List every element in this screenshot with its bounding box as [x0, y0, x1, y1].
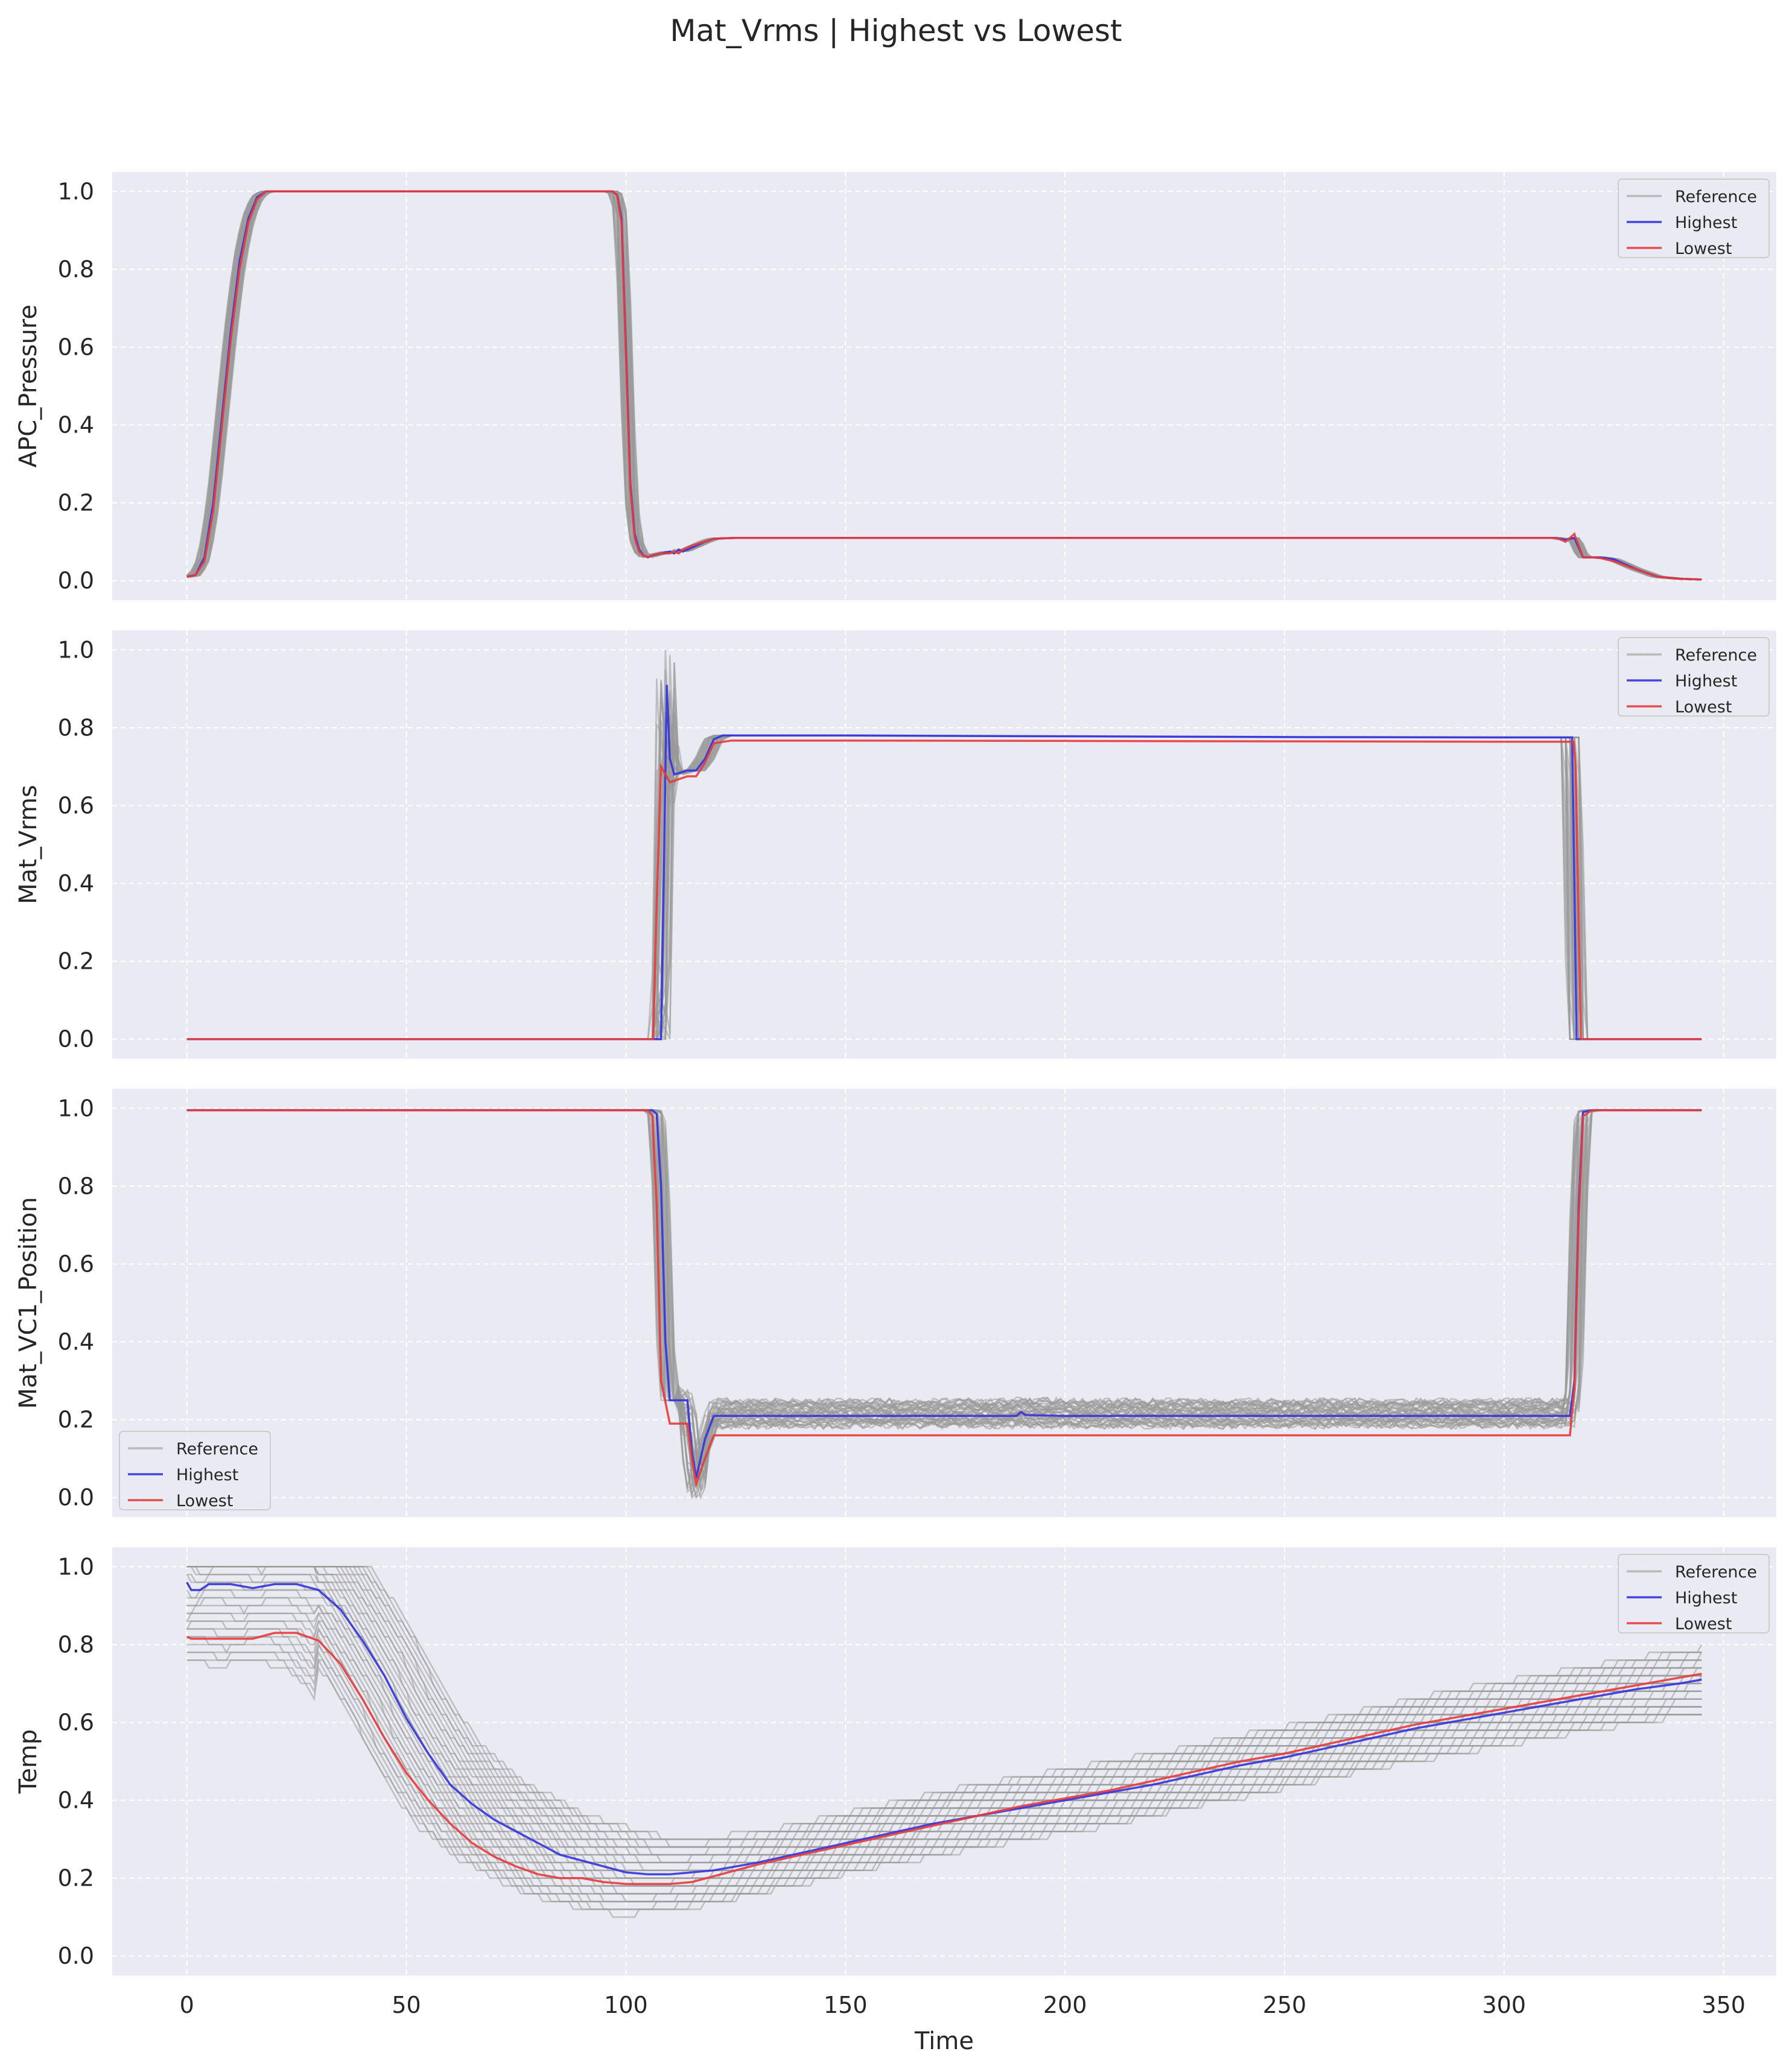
x-tick-label: 350: [1701, 1992, 1746, 2018]
series-lowest-line: [186, 1632, 1702, 1886]
legend-box: [1618, 179, 1770, 258]
legend-label-highest: Highest: [176, 1466, 238, 1484]
plot-area: [186, 1109, 1702, 1500]
panel-background: [112, 172, 1776, 600]
panel-background: [112, 1089, 1776, 1517]
y-tick-label: 0.6: [58, 1250, 94, 1277]
legend-label-highest: Highest: [1675, 672, 1737, 691]
x-axis-label: Time: [914, 2027, 974, 2055]
x-tick-label: 0: [180, 1992, 194, 2018]
legend-label-lowest: Lowest: [1675, 698, 1732, 717]
grid: [112, 1089, 1776, 1517]
reference-line: [186, 1566, 1703, 1840]
y-axis-label: Mat_VC1_Position: [14, 1197, 42, 1408]
legend: Reference Highest Lowest: [1618, 179, 1770, 258]
series-highest-line: [186, 685, 1702, 1041]
x-tick-label: 50: [392, 1992, 421, 2018]
legend-label-lowest: Lowest: [1675, 1615, 1732, 1633]
panel-3: 0.0 0.2 0.4 0.6 0.8 1.0 Mat_VC1_Position Refere…: [14, 1089, 1776, 1517]
y-tick-label: 0.4: [58, 412, 94, 439]
y-tick-label: 0.8: [58, 714, 94, 741]
x-tick-label: 300: [1482, 1992, 1527, 2018]
figure-title: Mat_Vrms | Highest vs Lowest: [670, 13, 1122, 48]
x-tick-label: 250: [1263, 1992, 1307, 2018]
y-tick-label: 0.2: [58, 1407, 94, 1433]
y-tick-label: 0.2: [58, 490, 94, 516]
y-tick-label: 1.0: [58, 178, 94, 204]
legend-box: [1618, 637, 1770, 717]
panel-4: 0.0 0.2 0.4 0.6 0.8 1.0 0 50 100 150 200 250 300 350 T…: [14, 1547, 1776, 2018]
legend-label-lowest: Lowest: [176, 1492, 233, 1510]
legend-label-reference: Reference: [1675, 1563, 1757, 1582]
legend-label-lowest: Lowest: [1675, 239, 1732, 258]
legend-label-highest: Highest: [1675, 1589, 1737, 1608]
reference-line: [186, 1566, 1702, 1856]
legend-box: [119, 1431, 271, 1510]
y-tick-label: 0.8: [58, 1631, 94, 1658]
plot-area: [186, 190, 1702, 581]
plot-area: [186, 1566, 1703, 1918]
y-tick-label: 0.4: [58, 870, 94, 897]
series-highest-line: [186, 1109, 1702, 1478]
x-tick-label: 150: [824, 1992, 868, 2018]
panel-background: [112, 630, 1776, 1059]
legend-label-highest: Highest: [1675, 214, 1737, 232]
y-tick-label: 0.6: [58, 334, 94, 360]
y-tick-label: 0.0: [58, 1484, 94, 1511]
y-tick-label: 0.4: [58, 1787, 94, 1814]
legend: Reference Highest Lowest: [1618, 1554, 1770, 1633]
panels: 0.0 0.2 0.4 0.6 0.8 1.0 APC_Pressure Reference H…: [14, 172, 1776, 2018]
panel-2: 0.0 0.2 0.4 0.6 0.8 1.0 Mat_Vrms Reference Highe…: [14, 630, 1776, 1059]
y-tick-label: 0.6: [58, 1709, 94, 1735]
legend: Reference Highest Lowest: [119, 1431, 271, 1510]
series-lowest-line: [186, 739, 1702, 1041]
legend-label-reference: Reference: [1675, 646, 1757, 665]
y-tick-label: 0.8: [58, 1173, 94, 1199]
y-tick-label: 1.0: [58, 636, 94, 663]
y-tick-label: 1.0: [58, 1095, 94, 1121]
y-tick-label: 0.4: [58, 1329, 94, 1355]
plot-area: [186, 650, 1702, 1041]
y-tick-label: 1.0: [58, 1553, 94, 1580]
series-lowest-line: [186, 1109, 1702, 1489]
y-tick-label: 0.6: [58, 792, 94, 819]
reference-line: [186, 1652, 1702, 1910]
series-highest-line: [186, 1582, 1702, 1875]
panel-1: 0.0 0.2 0.4 0.6 0.8 1.0 APC_Pressure Reference H…: [14, 172, 1776, 600]
y-tick-label: 0.8: [58, 256, 94, 282]
y-tick-label: 0.0: [58, 1026, 94, 1053]
y-tick-label: 0.2: [58, 1865, 94, 1892]
x-tick-label: 200: [1043, 1992, 1087, 2018]
legend-label-reference: Reference: [176, 1440, 258, 1459]
y-tick-label: 0.0: [58, 1943, 94, 1969]
y-axis-label: Temp: [14, 1729, 42, 1795]
x-tick-label: 100: [604, 1992, 648, 2018]
legend: Reference Highest Lowest: [1618, 637, 1770, 717]
y-tick-label: 0.0: [58, 568, 94, 594]
legend-label-reference: Reference: [1675, 188, 1757, 206]
legend-box: [1618, 1554, 1770, 1633]
series-lowest-line: [186, 190, 1702, 581]
grid: [112, 630, 1776, 1059]
y-axis-label: APC_Pressure: [14, 305, 42, 467]
y-tick-label: 0.2: [58, 948, 94, 975]
y-axis-label: Mat_Vrms: [14, 785, 42, 904]
